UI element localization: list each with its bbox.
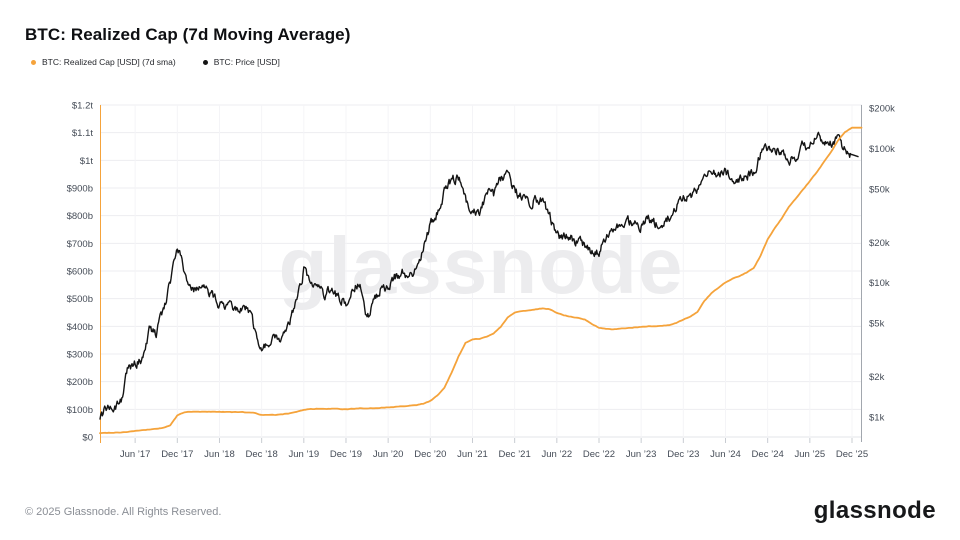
y-left-tick-label: $0 [82,433,93,444]
axes: $1.2t $1.1t $1t $900b $800b $700b $600b $500b $4… [67,101,896,461]
x-tick-label: Dec ’18 [246,449,278,460]
y-left-tick-label: $900b [67,184,93,195]
y-left-tick-label: $600b [67,267,93,278]
y-left-tick-label: $300b [67,350,93,361]
x-tick-label: Dec ’23 [667,449,699,460]
y-right-tick-label: $20k [869,238,890,249]
x-tick-label: Dec ’22 [583,449,615,460]
x-tick-label: Jun ’25 [795,449,826,460]
grid [100,104,862,438]
x-tick-label: Jun ’18 [204,449,235,460]
y-left-tick-label: $100b [67,405,93,416]
realized-cap-series-line[interactable] [99,126,863,435]
x-tick-label: Dec ’17 [161,449,193,460]
y-right-tick-label: $50k [869,184,890,195]
y-left-tick-label: $1.1t [72,128,93,139]
x-tick-label: Dec ’24 [752,449,784,460]
y-left-tick-label: $700b [67,239,93,250]
chart-legend: BTC: Realized Cap [USD] (7d sma) BTC: Pr… [31,57,280,67]
x-tick-label: Jun ’20 [373,449,404,460]
x-tick-label: Dec ’19 [330,449,362,460]
x-tick-label: Dec ’20 [414,449,446,460]
y-right-tick-label: $2k [869,372,885,383]
y-right-tick-label: $5k [869,319,885,330]
y-left-tick-label: $800b [67,211,93,222]
y-left-tick-label: $1.2t [72,101,93,112]
y-right-tick-label: $200k [869,104,895,115]
x-tick-label: Jun ’24 [710,449,741,460]
y-right-tick-label: $1k [869,413,885,424]
glassnode-logo[interactable]: glassnode [813,497,936,524]
legend-item-realized-cap[interactable]: BTC: Realized Cap [USD] (7d sma) [31,57,176,67]
chart-canvas[interactable]: $1.2t $1.1t $1t $900b $800b $700b $600b $500b $4… [0,0,960,480]
y-left-tick-label: $1t [80,156,94,167]
y-left-tick-label: $400b [67,322,93,333]
copyright-text: © 2025 Glassnode. All Rights Reserved. [25,506,222,518]
x-tick-label: Jun ’23 [626,449,657,460]
legend-marker-realized-cap-icon [31,59,36,65]
y-left-tick-label: $200b [67,377,93,388]
price-series-line[interactable] [99,131,859,420]
x-tick-label: Jun ’19 [288,449,319,460]
y-right-tick-label: $100k [869,144,895,155]
legend-item-price[interactable]: BTC: Price [USD] [202,57,280,67]
legend-label-price: BTC: Price [USD] [213,57,280,67]
y-left-tick-label: $500b [67,294,93,305]
x-tick-label: Jun ’17 [120,449,151,460]
legend-marker-price-icon [202,59,208,65]
x-tick-label: Dec ’21 [499,449,531,460]
glassnode-watermark: glassnode [279,221,684,310]
page-title: BTC: Realized Cap (7d Moving Average) [25,25,351,45]
x-tick-label: Jun ’22 [542,449,573,460]
x-tick-label: Dec ’25 [836,449,868,460]
x-tick-label: Jun ’21 [457,449,488,460]
y-right-tick-label: $10k [869,278,890,289]
legend-label-realized-cap: BTC: Realized Cap [USD] (7d sma) [42,57,176,67]
